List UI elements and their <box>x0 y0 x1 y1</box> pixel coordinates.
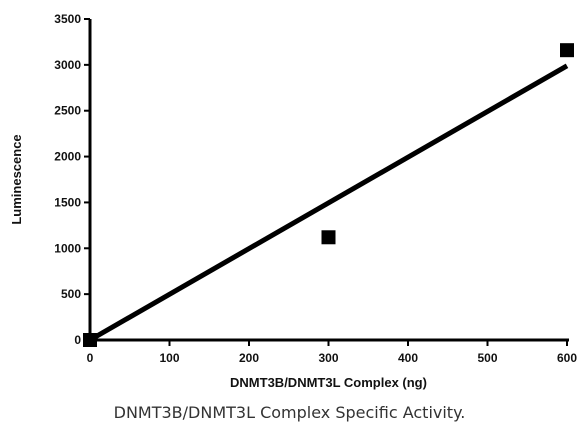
y-tick-label: 1000 <box>54 241 81 255</box>
x-tick-label: 100 <box>159 351 179 365</box>
data-point <box>321 230 336 245</box>
y-tick-label: 0 <box>74 333 81 347</box>
x-axis-title: DNMT3B/DNMT3L Complex (ng) <box>230 375 427 390</box>
y-axis-ticks: 0 500 1000 1500 2000 2500 3000 3500 <box>54 12 90 347</box>
data-points <box>83 43 574 347</box>
y-tick-label: 2500 <box>54 104 81 118</box>
y-tick-label: 500 <box>61 287 81 301</box>
data-point <box>83 333 97 347</box>
chart: 0 500 1000 1500 2000 2500 3000 3500 0 100 200 300 4… <box>9 12 577 390</box>
x-tick-label: 300 <box>318 351 338 365</box>
x-tick-label: 500 <box>477 351 497 365</box>
data-point <box>560 43 574 58</box>
y-axis-title: Luminescence <box>9 134 24 224</box>
x-tick-label: 600 <box>557 351 577 365</box>
y-tick-label: 1500 <box>54 195 81 209</box>
y-tick-label: 3000 <box>54 58 81 72</box>
x-tick-label: 400 <box>398 351 418 365</box>
y-tick-label: 2000 <box>54 150 81 164</box>
x-tick-label: 200 <box>239 351 259 365</box>
x-axis-ticks: 0 100 200 300 400 500 600 <box>87 340 577 365</box>
x-tick-label: 0 <box>87 351 94 365</box>
y-tick-label: 3500 <box>54 12 81 26</box>
figure-caption: DNMT3B/DNMT3L Complex Specific Activity. <box>113 403 466 422</box>
fit-line <box>88 63 569 343</box>
